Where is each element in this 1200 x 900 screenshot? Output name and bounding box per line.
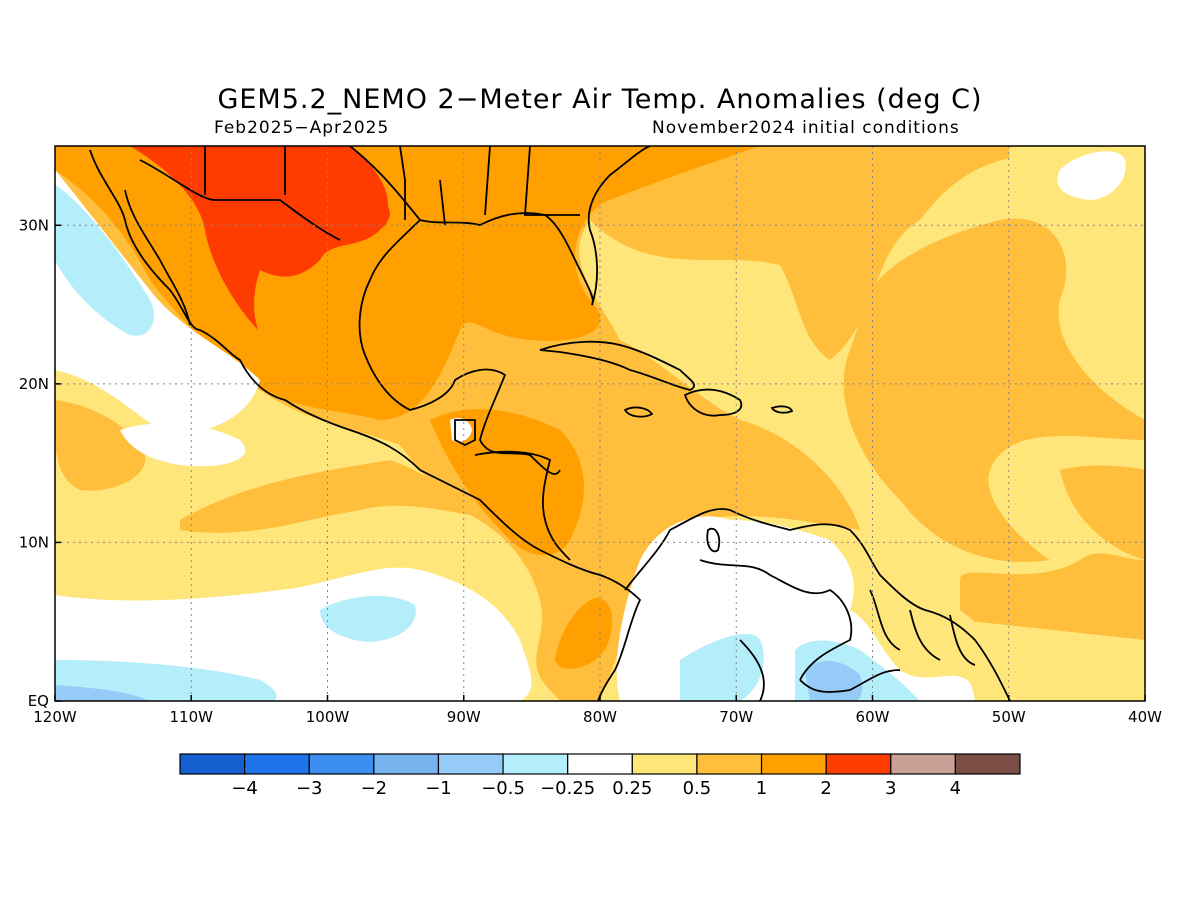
lat-tick-label: 30N: [19, 216, 49, 234]
colorbar-label: −1: [425, 778, 452, 799]
border-us-mexico: [139, 159, 341, 241]
colorbar-label: −0.25: [540, 778, 595, 799]
colorbar: −4 −3 −2 −1 −0.5 −0.25 0.25 0.5 1 2 3 4: [179, 753, 1021, 799]
field-pacific-cold: [320, 595, 416, 642]
gridlines: [55, 146, 1145, 701]
coast-puerto-rico: [770, 405, 794, 414]
anomaly-field: [55, 146, 1145, 701]
field-texas-2-3: [336, 196, 390, 236]
coast-cuba: [539, 340, 695, 391]
colorbar-swatch: [373, 753, 440, 775]
colorbar-swatch: [631, 753, 698, 775]
colorbar-label: −4: [231, 778, 258, 799]
lon-tick-label: 100W: [306, 708, 350, 726]
lon-tick-label: 110W: [170, 708, 214, 726]
colorbar-swatch: [502, 753, 569, 775]
lon-tick-label: 80W: [583, 708, 617, 726]
lon-tick-label: 50W: [992, 708, 1026, 726]
colorbar-swatch: [567, 753, 633, 775]
coastlines: [89, 146, 1011, 701]
field-samerica-cold: [680, 633, 764, 701]
lat-tick-label: 10N: [19, 533, 49, 551]
field-atlantic-0.5-1: [843, 218, 1145, 562]
border-venezuela: [699, 559, 853, 681]
coast-lake-maracaibo: [706, 527, 721, 553]
coast-central-america: [454, 419, 476, 447]
border-guianas: [869, 589, 976, 666]
coast-hispaniola: [683, 388, 743, 417]
colorbar-swatch: [760, 753, 827, 775]
colorbar-swatch: [890, 753, 956, 775]
coast-south-america-north: [624, 508, 1011, 701]
colorbar-swatch: [244, 753, 310, 775]
coast-florida-east: [587, 146, 651, 306]
field-guiana-0.25: [855, 595, 1000, 701]
lon-tick-label: 120W: [33, 708, 77, 726]
border-us-states: [204, 146, 580, 226]
field-pacific-neutral-north: [55, 170, 260, 433]
field-atlantic-0.5-1-east: [1060, 465, 1145, 560]
colorbar-swatch: [308, 753, 375, 775]
coast-honduras: [474, 450, 571, 561]
forecast-period: Feb2025−Apr2025: [214, 118, 390, 138]
field-pacific-1-2: [555, 598, 613, 669]
colorbar-swatch: [954, 753, 1021, 775]
latitude-axis: EQ 10N 20N 30N: [19, 216, 61, 710]
map-title: GEM5.2_NEMO 2−Meter Air Temp. Anomalies …: [217, 84, 983, 115]
field-pacific-neutral-north2: [120, 423, 246, 467]
longitude-axis: 120W 110W 100W 90W 80W 70W 60W 50W 40W: [33, 695, 1162, 726]
field-baja-cold: [55, 185, 154, 336]
colorbar-label: −0.5: [481, 778, 525, 799]
colorbar-label: 2: [820, 778, 831, 799]
coast-gulf: [358, 219, 561, 475]
field-eq-colder: [55, 685, 150, 701]
lon-tick-label: 90W: [447, 708, 481, 726]
lat-tick-label: 20N: [19, 375, 49, 393]
field-pacific-patch-0.5-1: [55, 400, 146, 491]
colorbar-label: 4: [950, 778, 961, 799]
colorbar-swatch: [437, 753, 504, 775]
colorbar-label: 1: [756, 778, 767, 799]
colorbar-label: −3: [296, 778, 323, 799]
coast-jamaica: [623, 406, 654, 418]
coast-baja: [124, 189, 191, 326]
field-ne-white: [1057, 151, 1126, 200]
colorbar-swatch: [696, 753, 763, 775]
initial-conditions: November2024 initial conditions: [652, 118, 960, 138]
colorbar-label: 0.5: [683, 778, 712, 799]
colorbar-label: 0.25: [612, 778, 652, 799]
lat-tick-label: EQ: [28, 692, 49, 710]
field-pacific-band-0.5-1: [180, 460, 470, 533]
lon-tick-label: 70W: [719, 708, 753, 726]
lon-tick-label: 40W: [1128, 708, 1162, 726]
lon-tick-label: 60W: [856, 708, 890, 726]
colorbar-label: 3: [885, 778, 896, 799]
colorbar-swatch: [179, 753, 246, 775]
colorbar-swatch: [825, 753, 892, 775]
border-brazil: [739, 639, 901, 701]
coast-mexico-pacific: [89, 149, 642, 701]
colorbar-label: −2: [361, 778, 388, 799]
